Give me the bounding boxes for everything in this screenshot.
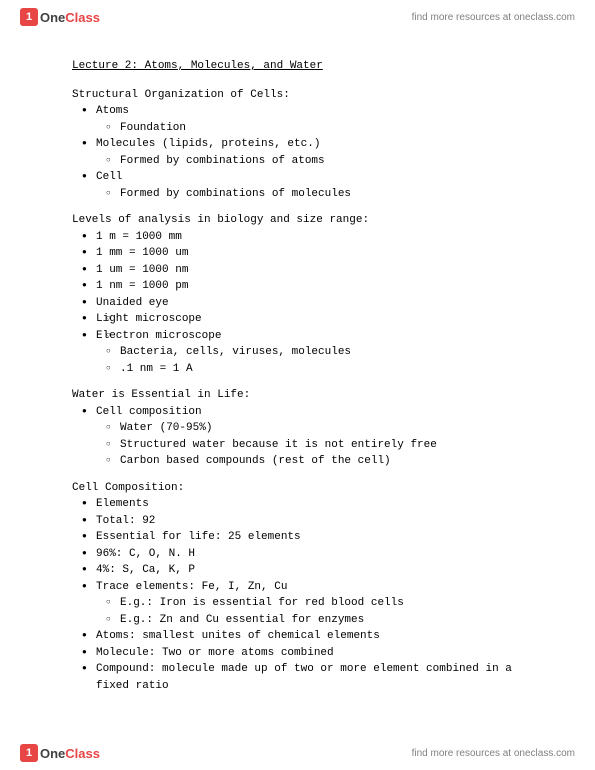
section-heading: Water is Essential in Life: bbox=[72, 387, 523, 404]
list-item: .1 nm = 1 A bbox=[96, 361, 523, 378]
list-item: Atoms Foundation bbox=[72, 103, 523, 136]
brand-logo: 1 OneClass bbox=[20, 744, 100, 762]
list-item: 1 m = 1000 mm bbox=[72, 229, 523, 246]
list-item: Formed by combinations of atoms bbox=[96, 153, 523, 170]
section-water-essential: Water is Essential in Life: Cell composi… bbox=[72, 387, 523, 470]
list-item: 4%: S, Ca, K, P bbox=[72, 562, 523, 579]
document-title: Lecture 2: Atoms, Molecules, and Water bbox=[72, 58, 523, 75]
list-item: 96%: C, O, N. H bbox=[72, 546, 523, 563]
page-footer: 1 OneClass find more resources at onecla… bbox=[0, 736, 595, 770]
document-body: Lecture 2: Atoms, Molecules, and Water S… bbox=[0, 0, 595, 744]
section-structural-organization: Structural Organization of Cells: Atoms … bbox=[72, 87, 523, 203]
list-item: Molecules (lipids, proteins, etc.) Forme… bbox=[72, 136, 523, 169]
list-item: Light microscope bbox=[72, 311, 523, 328]
list-item: Essential for life: 25 elements bbox=[72, 529, 523, 546]
list-item: Cell Formed by combinations of molecules bbox=[72, 169, 523, 202]
logo-text: OneClass bbox=[40, 746, 100, 761]
section-heading: Levels of analysis in biology and size r… bbox=[72, 212, 523, 229]
section-levels-analysis: Levels of analysis in biology and size r… bbox=[72, 212, 523, 377]
list-item: 1 nm = 1000 pm bbox=[72, 278, 523, 295]
list-item: Foundation bbox=[96, 120, 523, 137]
list-item: Electron microscope Bacteria, cells, vir… bbox=[72, 328, 523, 378]
logo-icon: 1 bbox=[20, 744, 38, 762]
list-item: E.g.: Zn and Cu essential for enzymes bbox=[96, 612, 523, 629]
list-item: E.g.: Iron is essential for red blood ce… bbox=[96, 595, 523, 612]
list-item: Atoms: smallest unites of chemical eleme… bbox=[72, 628, 523, 645]
list-item: Formed by combinations of molecules bbox=[96, 186, 523, 203]
footer-link[interactable]: find more resources at oneclass.com bbox=[412, 748, 575, 759]
list-item: Cell composition Water (70-95%) Structur… bbox=[72, 404, 523, 470]
section-heading: Structural Organization of Cells: bbox=[72, 87, 523, 104]
list-item: Molecule: Two or more atoms combined bbox=[72, 645, 523, 662]
list-item: Unaided eye bbox=[72, 295, 523, 312]
header-link[interactable]: find more resources at oneclass.com bbox=[412, 12, 575, 23]
logo-text: OneClass bbox=[40, 10, 100, 25]
list-item: Bacteria, cells, viruses, molecules bbox=[96, 344, 523, 361]
list-item: 1 um = 1000 nm bbox=[72, 262, 523, 279]
page-header: 1 OneClass find more resources at onecla… bbox=[0, 0, 595, 34]
list-item: Carbon based compounds (rest of the cell… bbox=[96, 453, 523, 470]
section-cell-composition: Cell Composition: Elements Total: 92 Ess… bbox=[72, 480, 523, 695]
section-heading: Cell Composition: bbox=[72, 480, 523, 497]
list-item: 1 mm = 1000 um bbox=[72, 245, 523, 262]
list-item: Total: 92 bbox=[72, 513, 523, 530]
list-item: Compound: molecule made up of two or mor… bbox=[72, 661, 523, 694]
brand-logo: 1 OneClass bbox=[20, 8, 100, 26]
list-item: Structured water because it is not entir… bbox=[96, 437, 523, 454]
logo-icon: 1 bbox=[20, 8, 38, 26]
list-item: Elements bbox=[72, 496, 523, 513]
list-item: Trace elements: Fe, I, Zn, Cu E.g.: Iron… bbox=[72, 579, 523, 629]
list-item: Water (70-95%) bbox=[96, 420, 523, 437]
